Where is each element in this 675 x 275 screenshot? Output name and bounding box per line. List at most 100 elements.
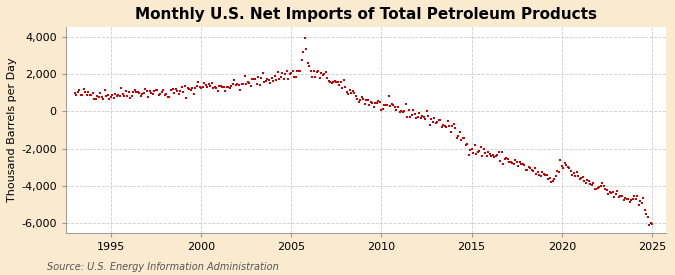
Point <box>239 74 250 78</box>
Point <box>105 95 116 99</box>
Point <box>498 162 509 166</box>
Point <box>115 94 126 98</box>
Point <box>606 191 617 196</box>
Point <box>393 104 404 109</box>
Point <box>560 160 570 165</box>
Point <box>284 72 295 76</box>
Point <box>567 172 578 177</box>
Point <box>259 80 269 85</box>
Point <box>506 160 516 164</box>
Point <box>514 160 525 164</box>
Point <box>144 89 155 93</box>
Point <box>344 88 355 92</box>
Point <box>402 115 412 119</box>
Point <box>382 103 393 108</box>
Point <box>447 124 458 128</box>
Point <box>167 87 178 91</box>
Point <box>338 78 349 82</box>
Point <box>397 109 408 114</box>
Point <box>373 99 384 104</box>
Point <box>95 91 106 95</box>
Point <box>616 193 627 198</box>
Point <box>500 157 510 161</box>
Point <box>391 108 402 112</box>
Point <box>137 92 148 96</box>
Point <box>319 72 330 76</box>
Point <box>321 69 331 74</box>
Point <box>232 82 242 87</box>
Point <box>253 74 264 79</box>
Point <box>568 170 579 175</box>
Point <box>327 81 338 85</box>
Point <box>608 190 618 195</box>
Point <box>140 86 151 91</box>
Point <box>107 93 117 97</box>
Point <box>352 97 362 101</box>
Point <box>439 123 450 128</box>
Point <box>230 82 241 87</box>
Point <box>451 135 462 140</box>
Point <box>454 130 465 134</box>
Point <box>241 82 252 86</box>
Point <box>315 76 325 80</box>
Point <box>187 86 198 90</box>
Point <box>317 73 328 77</box>
Point <box>481 154 492 158</box>
Point <box>90 97 101 101</box>
Point <box>436 125 447 129</box>
Point <box>250 77 261 81</box>
Point <box>609 194 620 199</box>
Point <box>328 79 339 84</box>
Point <box>644 223 655 227</box>
Point <box>383 94 394 98</box>
Point <box>305 69 316 73</box>
Point <box>126 94 137 99</box>
Point <box>234 83 244 87</box>
Point <box>161 92 172 96</box>
Point <box>223 85 234 89</box>
Point <box>400 102 411 106</box>
Point <box>418 114 429 119</box>
Point <box>128 90 139 94</box>
Point <box>430 121 441 125</box>
Point <box>546 180 557 184</box>
Point <box>200 82 211 87</box>
Point <box>221 85 232 90</box>
Point <box>197 85 208 89</box>
Point <box>550 174 561 178</box>
Point <box>84 93 95 97</box>
Point <box>103 93 113 97</box>
Point <box>580 180 591 185</box>
Point <box>311 70 322 74</box>
Point <box>618 197 629 202</box>
Point <box>206 81 217 86</box>
Point <box>624 200 635 204</box>
Point <box>292 69 302 73</box>
Point <box>492 152 503 157</box>
Point <box>639 208 650 213</box>
Point <box>615 194 626 198</box>
Point <box>245 84 256 88</box>
Point <box>261 79 271 83</box>
Point <box>595 184 606 188</box>
Point <box>634 199 645 203</box>
Point <box>520 167 531 172</box>
Point <box>502 157 513 161</box>
Point <box>495 159 506 163</box>
Point <box>304 64 315 69</box>
Point <box>121 88 132 93</box>
Point <box>564 166 575 170</box>
Point <box>277 71 288 76</box>
Point <box>504 160 514 164</box>
Point <box>366 100 377 104</box>
Point <box>605 189 616 194</box>
Point <box>585 182 596 186</box>
Point <box>540 173 551 177</box>
Point <box>205 84 215 88</box>
Point <box>483 150 493 155</box>
Point <box>406 112 417 117</box>
Point <box>176 85 187 89</box>
Point <box>622 197 633 202</box>
Point <box>468 150 479 155</box>
Point <box>211 86 221 90</box>
